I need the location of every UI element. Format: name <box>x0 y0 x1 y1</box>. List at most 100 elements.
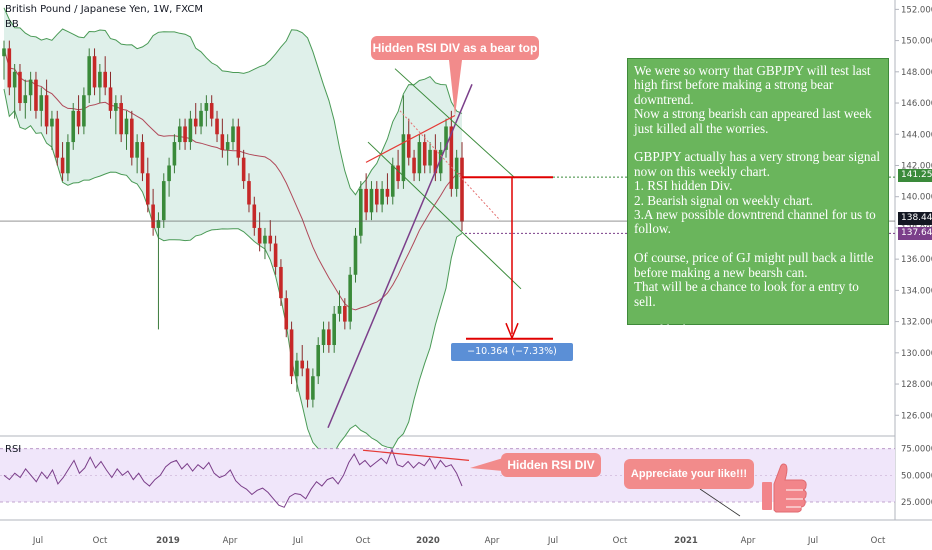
rsi-tick-label: 75.0000 <box>901 445 932 455</box>
candle-body <box>422 142 427 166</box>
candle-body <box>44 95 49 127</box>
candle-body <box>332 313 336 346</box>
candle-body <box>199 110 203 127</box>
thumb-hand <box>773 463 807 513</box>
candle-body <box>130 118 134 158</box>
candle-body <box>183 126 187 143</box>
candle-body <box>23 95 28 104</box>
candle-body <box>2 48 6 57</box>
price-tick-label: 144.000 <box>901 130 932 140</box>
candle-body <box>108 87 113 111</box>
thumbs-up-icon <box>762 463 807 513</box>
candle-body <box>66 142 70 174</box>
candle-body <box>204 103 209 111</box>
candle-body <box>343 305 347 322</box>
candle-body <box>71 110 76 143</box>
candle-body <box>215 118 219 135</box>
candle-body <box>241 157 246 182</box>
candle-body <box>135 142 139 158</box>
candle-body <box>364 188 368 213</box>
candle-body <box>268 235 273 244</box>
time-tick-label: Oct <box>93 536 108 546</box>
hidden-div-rsi-callout[interactable]: Hidden RSI DIV <box>501 453 601 477</box>
candle-body <box>177 126 182 143</box>
candle-body <box>385 188 390 197</box>
candle-body <box>401 134 406 182</box>
candle-body <box>98 71 102 88</box>
candle-body <box>449 126 454 189</box>
bb-lower-line <box>3 88 463 456</box>
candle-body <box>76 110 81 127</box>
candle-body <box>34 79 38 111</box>
measure-arrow-head <box>505 322 519 340</box>
candle-body <box>236 126 241 158</box>
time-tick-label: Apr <box>485 536 500 546</box>
time-tick-label: Oct <box>613 536 628 546</box>
candle-body <box>412 157 416 174</box>
downtrend-channel-top <box>394 68 516 179</box>
time-tick-label: Jul <box>32 536 43 546</box>
candle-body <box>390 165 395 197</box>
candle-body <box>156 220 161 228</box>
hidden-div-price-line <box>365 114 456 163</box>
candle-body <box>225 142 230 150</box>
bb-basis-line <box>3 48 463 311</box>
time-tick-label: Apr <box>223 536 238 546</box>
candle-body <box>396 165 400 182</box>
candle-body <box>327 329 331 346</box>
analysis-note[interactable]: We were so worry that GBPJPY will test l… <box>627 58 889 351</box>
appreciate-pointer <box>699 488 741 517</box>
candle-body <box>60 157 65 174</box>
candle-body <box>428 149 432 166</box>
hidden-div-top-callout[interactable]: Hidden RSI DIV as a bear top <box>371 36 539 60</box>
dotted-projection-line <box>399 110 501 221</box>
rsi-indicator-label[interactable]: RSI <box>5 444 22 455</box>
price-tick-label: 142.000 <box>901 161 932 171</box>
candle-body <box>124 118 129 135</box>
candle-body <box>444 126 448 150</box>
candle-body <box>39 95 44 111</box>
uptrend-line <box>327 84 473 429</box>
candle-body <box>353 235 358 275</box>
time-tick-label: Jul <box>547 536 558 546</box>
price-tick-label: 150.000 <box>901 37 932 47</box>
candle-body <box>114 103 118 111</box>
time-tick-label: 2021 <box>674 536 698 546</box>
candle-body <box>161 181 166 221</box>
rsi-line <box>3 448 463 508</box>
price-tag-last: 138.440 <box>898 212 932 225</box>
candle-body <box>18 71 22 104</box>
candle-body <box>257 227 262 244</box>
callout-pointer <box>449 60 462 116</box>
rsi-divergence-line <box>362 449 470 461</box>
bb-indicator-label[interactable]: BB <box>5 19 19 30</box>
rsi-tick-label: 25.0000 <box>901 498 932 508</box>
time-tick-label: Oct <box>871 536 886 546</box>
candle-body <box>220 134 225 150</box>
candle-body <box>311 376 315 400</box>
candle-body <box>305 368 310 400</box>
appreciate-callout[interactable]: Appreciate your like!!! <box>624 459 754 489</box>
price-tag-purple: 137.649 <box>898 227 932 240</box>
time-tick-label: 2019 <box>156 536 180 546</box>
measure-label[interactable]: −10.364 (−7.33%) −1036.4 <box>451 343 573 375</box>
candle-body <box>82 95 86 127</box>
candle-body <box>279 266 283 299</box>
price-tick-label: 140.000 <box>901 193 932 203</box>
candle-body <box>193 118 198 127</box>
candle-body <box>374 188 379 205</box>
candle-body <box>406 134 411 158</box>
candle-body <box>369 188 374 213</box>
time-tick-label: 2020 <box>416 536 440 546</box>
candle-body <box>145 173 150 205</box>
candle-body <box>284 298 289 330</box>
candle-body <box>247 181 251 205</box>
candle-body <box>295 360 299 377</box>
price-tick-label: 132.000 <box>901 318 932 328</box>
price-tick-label: 130.000 <box>901 349 932 359</box>
candle-body <box>50 118 54 127</box>
candle-body <box>28 79 33 96</box>
candle-body <box>300 360 305 369</box>
candle-body <box>348 274 352 322</box>
candle-body <box>188 118 193 143</box>
